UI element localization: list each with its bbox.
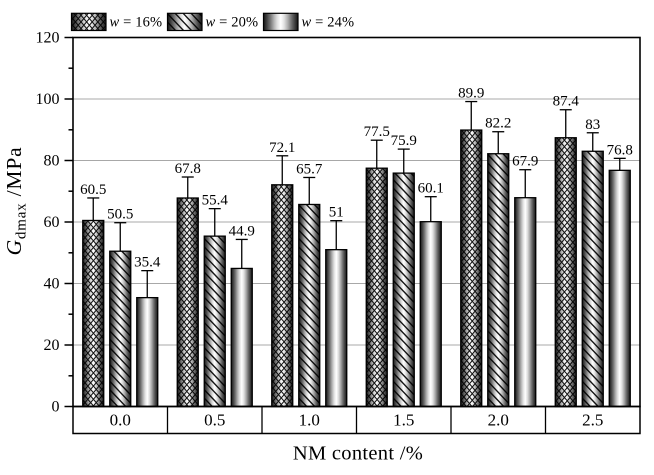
svg-text:89.9: 89.9 [458,86,484,102]
svg-text:35.4: 35.4 [134,255,161,271]
svg-text:60.5: 60.5 [80,182,106,198]
svg-text:w = 20%: w = 20% [206,14,259,30]
svg-text:40: 40 [44,276,60,293]
svg-text:67.9: 67.9 [512,154,538,170]
svg-text:120: 120 [36,30,60,47]
svg-text:NM content /%: NM content /% [293,443,423,465]
svg-text:0.0: 0.0 [110,411,131,430]
svg-text:75.9: 75.9 [391,133,417,149]
svg-text:1.0: 1.0 [299,411,320,430]
svg-text:2.5: 2.5 [582,411,603,430]
svg-text:67.8: 67.8 [175,161,201,177]
svg-text:20: 20 [44,337,60,354]
svg-text:65.7: 65.7 [296,161,323,177]
svg-text:44.9: 44.9 [229,223,255,239]
svg-text:1.5: 1.5 [393,411,414,430]
svg-text:51: 51 [329,205,344,221]
svg-text:83: 83 [585,117,600,133]
svg-text:76.8: 76.8 [607,142,633,158]
svg-text:50.5: 50.5 [107,207,133,223]
svg-text:82.2: 82.2 [485,116,511,132]
svg-text:2.0: 2.0 [488,411,509,430]
svg-text:60: 60 [44,214,60,231]
svg-text:Gdmax /MPa: Gdmax /MPa [2,147,30,256]
svg-text:100: 100 [36,91,60,108]
svg-text:77.5: 77.5 [364,124,390,140]
svg-text:60.1: 60.1 [418,181,444,197]
svg-text:80: 80 [44,153,60,170]
svg-text:w = 24%: w = 24% [302,14,355,30]
svg-text:0.5: 0.5 [204,411,225,430]
svg-text:72.1: 72.1 [269,140,295,156]
svg-text:0: 0 [52,399,60,416]
svg-text:87.4: 87.4 [553,94,580,110]
svg-text:w = 16%: w = 16% [110,14,163,30]
svg-text:55.4: 55.4 [202,193,229,209]
